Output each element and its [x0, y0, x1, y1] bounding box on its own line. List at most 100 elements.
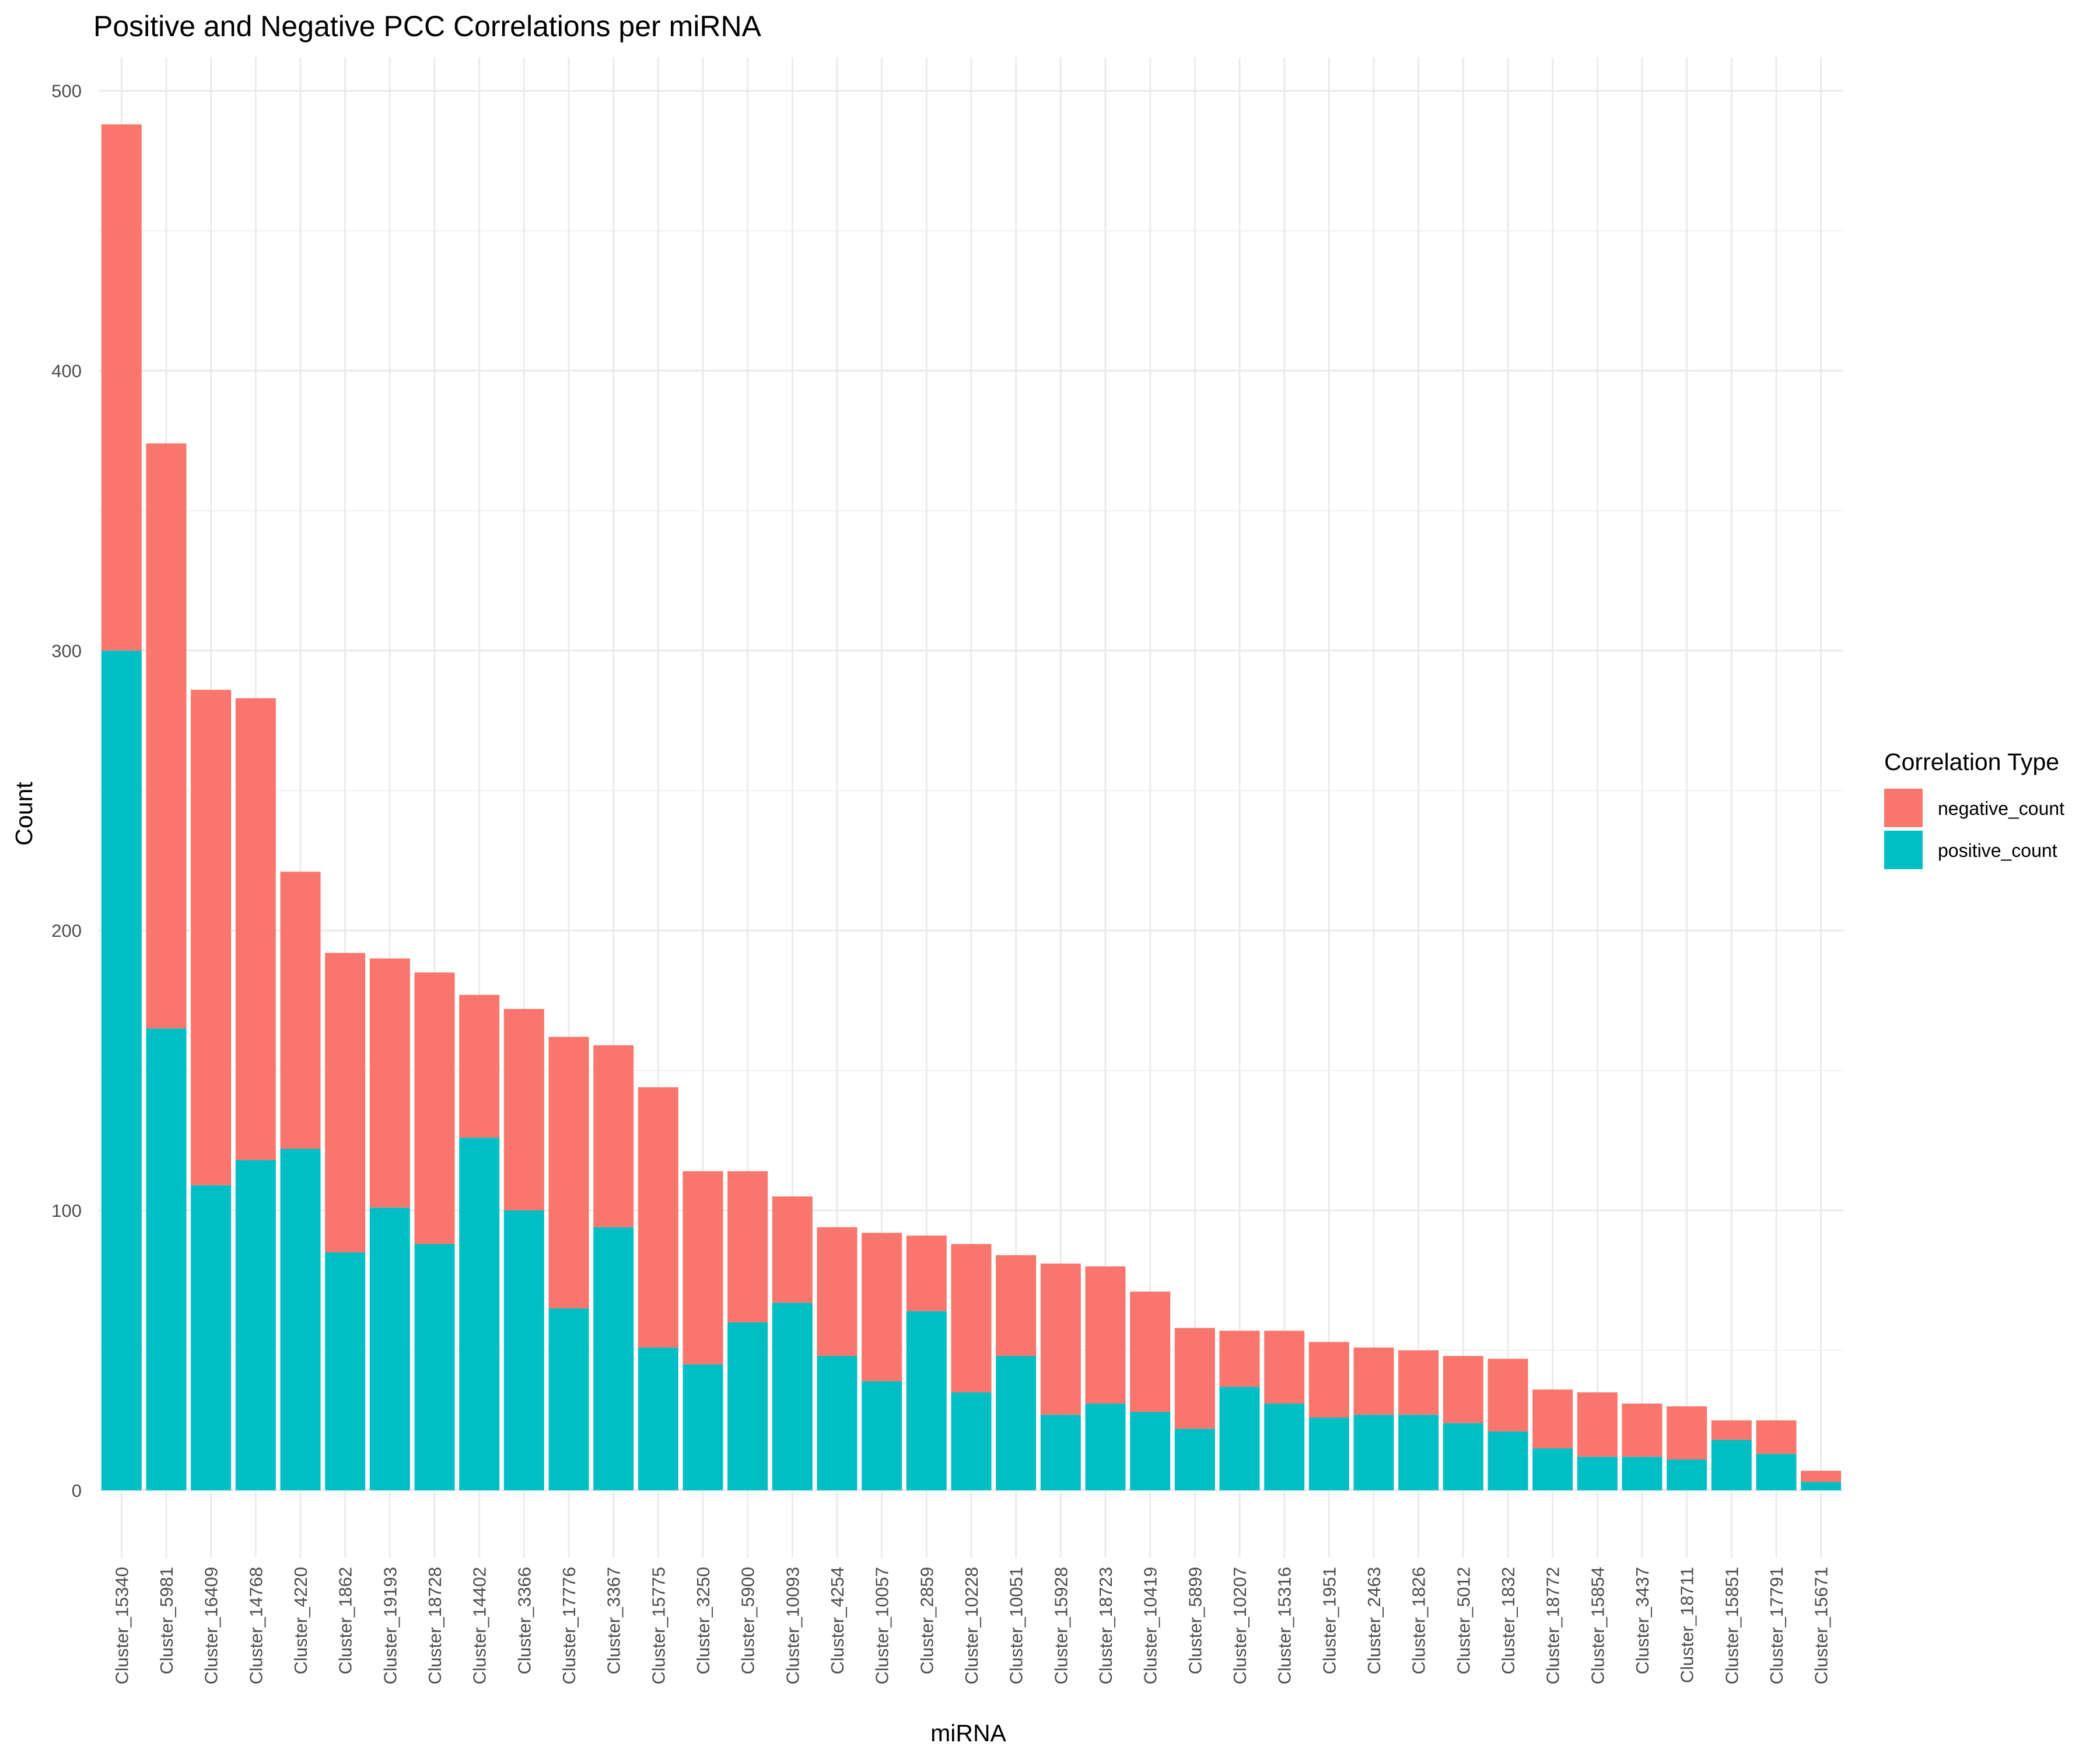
bar-negative — [1711, 1420, 1752, 1440]
x-axis-title: miRNA — [930, 1720, 1006, 1746]
x-tick-label: Cluster_5900 — [738, 1567, 758, 1674]
bar-positive — [414, 1244, 455, 1490]
bar-negative — [1219, 1331, 1260, 1387]
bar-negative — [996, 1255, 1037, 1356]
bar-negative — [101, 124, 142, 651]
bar-negative — [862, 1233, 902, 1381]
x-tick-label: Cluster_16409 — [201, 1567, 222, 1685]
bar-positive — [951, 1392, 992, 1490]
x-tick-label: Cluster_4254 — [827, 1567, 848, 1674]
bar-negative — [1130, 1292, 1171, 1412]
y-axis-ticks: 0 100 200 300 400 500 — [51, 81, 82, 1501]
bar-negative — [280, 872, 321, 1149]
x-tick-label: Cluster_14402 — [470, 1567, 490, 1685]
bar-negative — [1801, 1471, 1842, 1482]
x-tick-label: Cluster_18728 — [425, 1567, 445, 1685]
y-axis-title: Count — [10, 782, 37, 846]
x-tick-label: Cluster_4220 — [290, 1567, 311, 1674]
bar-positive — [548, 1308, 589, 1490]
x-tick-label: Cluster_10051 — [1006, 1567, 1027, 1685]
x-tick-label: Cluster_15316 — [1275, 1567, 1295, 1685]
bar-negative — [369, 958, 410, 1208]
bar-positive — [906, 1311, 947, 1490]
x-tick-label: Cluster_15671 — [1811, 1567, 1832, 1685]
x-tick-label: Cluster_15851 — [1721, 1567, 1742, 1685]
x-tick-label: Cluster_15775 — [648, 1567, 668, 1685]
bar-negative — [1398, 1350, 1439, 1415]
bar-positive — [1219, 1387, 1260, 1490]
bar-positive — [1353, 1415, 1394, 1490]
x-tick-label: Cluster_19193 — [380, 1567, 400, 1685]
x-tick-label: Cluster_10419 — [1140, 1567, 1161, 1685]
x-tick-label: Cluster_10057 — [872, 1567, 892, 1685]
bar-positive — [369, 1208, 410, 1490]
x-tick-label: Cluster_10093 — [782, 1567, 803, 1685]
bar-positive — [1488, 1432, 1528, 1490]
legend-label: negative_count — [1938, 798, 2064, 819]
x-tick-label: Cluster_5981 — [156, 1567, 177, 1674]
bar-negative — [772, 1196, 813, 1303]
y-tick-label: 100 — [51, 1200, 82, 1221]
bar-positive — [1264, 1404, 1305, 1490]
x-tick-label: Cluster_15340 — [111, 1567, 132, 1685]
bar-negative — [1353, 1348, 1394, 1415]
x-tick-label: Cluster_3367 — [604, 1567, 624, 1674]
bar-negative — [593, 1045, 634, 1227]
x-tick-label: Cluster_17776 — [559, 1567, 579, 1685]
bar-positive — [1667, 1460, 1707, 1490]
bar-negative — [1085, 1266, 1126, 1404]
bar-positive — [459, 1138, 500, 1490]
x-tick-label: Cluster_3250 — [693, 1567, 713, 1674]
x-tick-label: Cluster_15854 — [1587, 1567, 1608, 1685]
x-axis-ticks: Cluster_15340 Cluster_5981 Cluster_16409 Cl… — [111, 1567, 1831, 1685]
bar-positive — [1398, 1415, 1439, 1490]
x-tick-label: Cluster_14768 — [246, 1567, 266, 1685]
x-tick-label: Cluster_1951 — [1319, 1567, 1339, 1674]
x-tick-label: Cluster_5899 — [1185, 1567, 1205, 1674]
bar-negative — [727, 1171, 768, 1322]
bar-negative — [951, 1244, 992, 1392]
bar-positive — [191, 1185, 232, 1490]
bar-positive — [772, 1303, 813, 1490]
y-tick-label: 400 — [51, 360, 82, 381]
legend-title: Correlation Type — [1884, 748, 2059, 775]
bar-negative — [1443, 1356, 1483, 1423]
legend: Correlation Type negative_count positive_… — [1884, 748, 2064, 869]
bar-negative — [1264, 1331, 1305, 1404]
bar-negative — [146, 443, 187, 1029]
bar-positive — [235, 1160, 276, 1490]
legend-label: positive_count — [1938, 840, 2057, 861]
bar-negative — [1532, 1390, 1573, 1448]
bar-negative — [1174, 1328, 1215, 1429]
x-tick-label: Cluster_17791 — [1766, 1567, 1787, 1685]
bar-negative — [414, 972, 455, 1244]
bar-positive — [101, 650, 142, 1490]
bar-negative — [1756, 1420, 1797, 1454]
legend-swatch-positive-count — [1884, 831, 1923, 869]
bar-negative — [817, 1227, 858, 1356]
bar-negative — [1622, 1404, 1662, 1457]
x-tick-label: Cluster_2859 — [916, 1567, 937, 1674]
bar-negative — [682, 1171, 723, 1364]
bar-positive — [1130, 1412, 1171, 1490]
bars — [101, 124, 1842, 1490]
bar-negative — [1488, 1359, 1528, 1432]
y-tick-label: 0 — [72, 1480, 82, 1501]
bar-positive — [682, 1364, 723, 1490]
bar-negative — [1667, 1406, 1707, 1460]
bar-positive — [146, 1028, 187, 1490]
bar-positive — [817, 1356, 858, 1490]
bar-positive — [1308, 1418, 1349, 1490]
bar-positive — [727, 1322, 768, 1490]
bar-positive — [503, 1210, 544, 1490]
bar-positive — [996, 1356, 1037, 1490]
x-tick-label: Cluster_10228 — [961, 1567, 982, 1685]
bar-negative — [191, 690, 232, 1185]
bar-positive — [862, 1381, 902, 1490]
bar-positive — [325, 1252, 366, 1490]
bar-negative — [1308, 1342, 1349, 1418]
bar-negative — [235, 698, 276, 1160]
y-tick-label: 300 — [51, 640, 82, 661]
bar-negative — [1577, 1392, 1618, 1457]
